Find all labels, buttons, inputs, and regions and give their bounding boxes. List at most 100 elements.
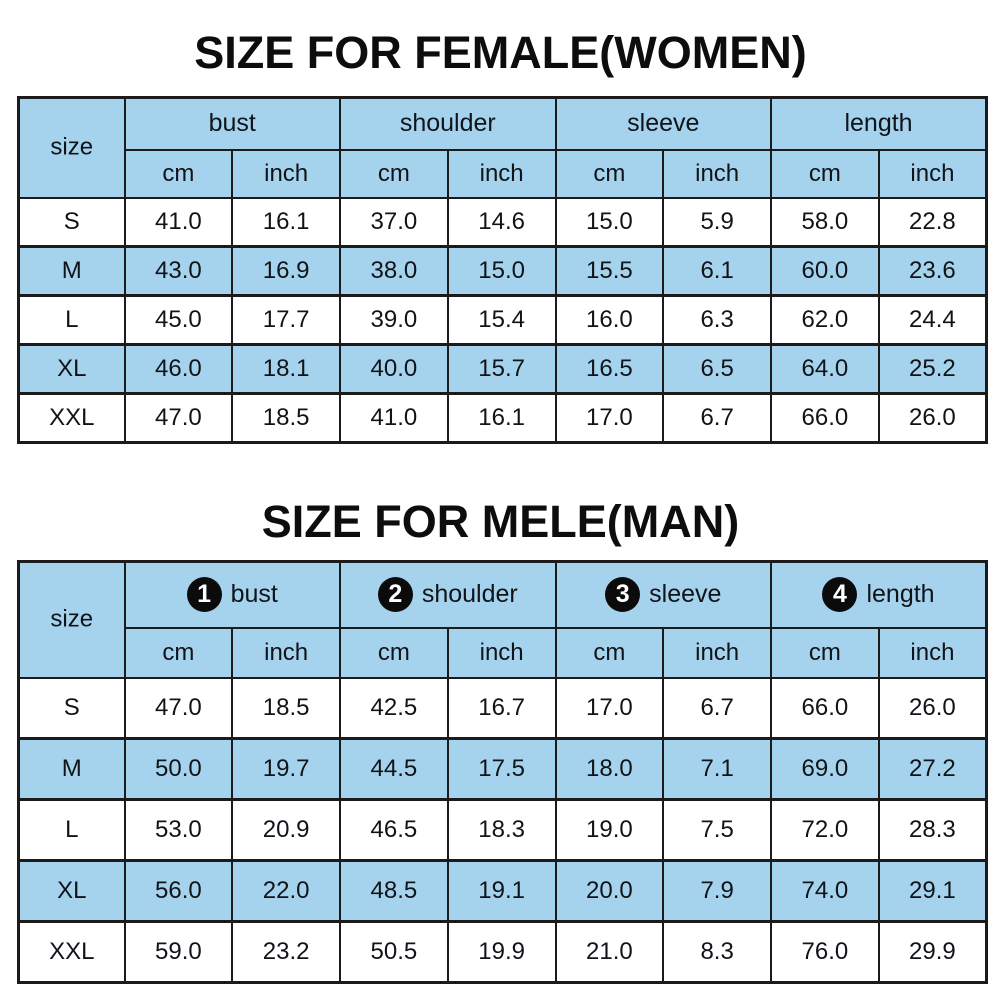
value-cell: 15.0 [446, 245, 557, 297]
unit-header-inch: inch [446, 626, 557, 679]
unit-header-cm: cm [770, 148, 880, 199]
circled-number-1-icon: 1 [186, 577, 222, 613]
value-cell: 5.9 [662, 196, 773, 248]
value-cell: 14.6 [446, 196, 557, 248]
table-row: M 50.0 19.7 44.5 17.5 18.0 7.1 69.0 27.2 [17, 737, 988, 801]
value-cell: 8.3 [662, 920, 773, 984]
female-group-header-length: length [770, 96, 988, 151]
female-group-header-sleeve: sleeve [554, 96, 773, 151]
value-cell: 18.3 [446, 798, 557, 862]
value-cell: 23.2 [231, 920, 342, 984]
male-size-table: size 1 bust 2 shoulder 3 sleeve 4 length cm … [17, 560, 989, 984]
length-label: length [844, 109, 913, 138]
male-group-header-bust: 1 bust [123, 560, 342, 629]
value-cell: 15.5 [554, 245, 665, 297]
size-cell: M [17, 737, 126, 801]
male-group-header-row: size 1 bust 2 shoulder 3 sleeve 4 length [17, 560, 988, 679]
value-cell: 58.0 [770, 196, 880, 248]
value-cell: 17.0 [554, 392, 665, 444]
unit-header-inch: inch [446, 148, 557, 199]
size-cell: XL [17, 859, 126, 923]
value-cell: 46.0 [123, 343, 234, 395]
value-cell: 16.1 [231, 196, 342, 248]
value-cell: 74.0 [770, 859, 880, 923]
value-cell: 44.5 [339, 737, 449, 801]
female-size-column-header: size [17, 96, 126, 199]
bust-label: bust [208, 109, 256, 138]
value-cell: 15.7 [446, 343, 557, 395]
shoulder-label: shoulder [421, 580, 518, 609]
value-cell: 6.7 [662, 676, 773, 740]
unit-header-inch: inch [231, 626, 342, 679]
value-cell: 15.0 [554, 196, 665, 248]
unit-header-cm: cm [123, 626, 234, 679]
table-row: XL 46.0 18.1 40.0 15.7 16.5 6.5 64.0 25.2 [17, 343, 988, 395]
size-cell: XL [17, 343, 126, 395]
unit-header-cm: cm [554, 148, 665, 199]
value-cell: 15.4 [446, 294, 557, 346]
value-cell: 39.0 [339, 294, 449, 346]
size-cell: XXL [17, 920, 126, 984]
unit-header-cm: cm [339, 148, 449, 199]
value-cell: 20.9 [231, 798, 342, 862]
unit-header-inch: inch [877, 148, 988, 199]
value-cell: 24.4 [877, 294, 988, 346]
unit-header-cm: cm [123, 148, 234, 199]
value-cell: 76.0 [770, 920, 880, 984]
value-cell: 43.0 [123, 245, 234, 297]
value-cell: 28.3 [877, 798, 988, 862]
value-cell: 18.1 [231, 343, 342, 395]
value-cell: 46.5 [339, 798, 449, 862]
value-cell: 18.5 [231, 392, 342, 444]
value-cell: 50.5 [339, 920, 449, 984]
female-group-header-bust: bust [123, 96, 342, 151]
value-cell: 69.0 [770, 737, 880, 801]
value-cell: 40.0 [339, 343, 449, 395]
table-row: S 47.0 18.5 42.5 16.7 17.0 6.7 66.0 26.0 [17, 676, 988, 740]
table-row: L 45.0 17.7 39.0 15.4 16.0 6.3 62.0 24.4 [17, 294, 988, 346]
value-cell: 41.0 [339, 392, 449, 444]
female-table-body: S 41.0 16.1 37.0 14.6 15.0 5.9 58.0 22.8 M 43.0 16.… [17, 196, 988, 444]
value-cell: 47.0 [123, 676, 234, 740]
circled-number-2-icon: 2 [377, 577, 413, 613]
value-cell: 64.0 [770, 343, 880, 395]
size-label: size [50, 606, 94, 634]
male-size-column-header: size [17, 560, 126, 679]
unit-header-inch: inch [662, 148, 773, 199]
value-cell: 7.5 [662, 798, 773, 862]
value-cell: 53.0 [123, 798, 234, 862]
female-group-header-shoulder: shoulder [339, 96, 557, 151]
unit-header-inch: inch [662, 626, 773, 679]
value-cell: 20.0 [554, 859, 665, 923]
table-row: L 53.0 20.9 46.5 18.3 19.0 7.5 72.0 28.3 [17, 798, 988, 862]
value-cell: 72.0 [770, 798, 880, 862]
value-cell: 66.0 [770, 676, 880, 740]
unit-header-inch: inch [877, 626, 988, 679]
sleeve-label: sleeve [649, 580, 722, 609]
male-group-header-length: 4 length [770, 560, 988, 629]
value-cell: 21.0 [554, 920, 665, 984]
female-unit-header-row: cm inch cm inch cm inch cm inch [19, 148, 988, 199]
value-cell: 50.0 [123, 737, 234, 801]
unit-header-cm: cm [339, 626, 449, 679]
male-unit-header-row: cm inch cm inch cm inch cm inch [19, 626, 988, 679]
value-cell: 19.0 [554, 798, 665, 862]
value-cell: 47.0 [123, 392, 234, 444]
value-cell: 7.1 [662, 737, 773, 801]
value-cell: 19.1 [446, 859, 557, 923]
value-cell: 25.2 [877, 343, 988, 395]
bust-label: bust [230, 580, 278, 609]
value-cell: 6.7 [662, 392, 773, 444]
value-cell: 18.0 [554, 737, 665, 801]
table-row: XL 56.0 22.0 48.5 19.1 20.0 7.9 74.0 29.1 [17, 859, 988, 923]
value-cell: 60.0 [770, 245, 880, 297]
value-cell: 62.0 [770, 294, 880, 346]
size-cell: M [17, 245, 126, 297]
female-size-table: size bust shoulder sleeve length cm inch [17, 96, 989, 444]
value-cell: 18.5 [231, 676, 342, 740]
value-cell: 6.3 [662, 294, 773, 346]
size-cell: XXL [17, 392, 126, 444]
circled-number-4-icon: 4 [822, 577, 858, 613]
table-row: M 43.0 16.9 38.0 15.0 15.5 6.1 60.0 23.6 [17, 245, 988, 297]
